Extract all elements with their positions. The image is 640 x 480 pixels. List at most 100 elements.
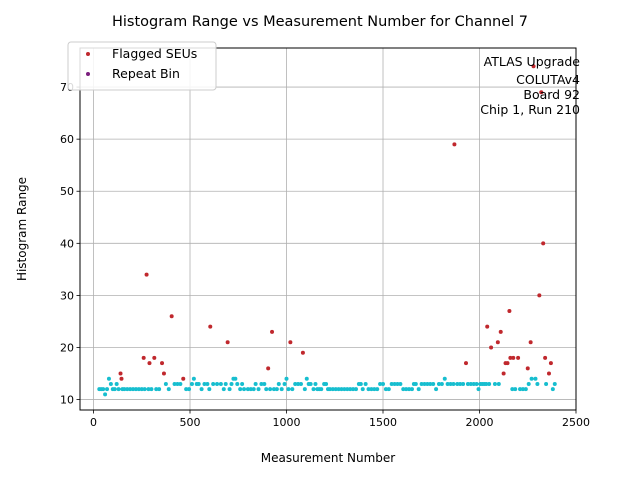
data-point — [484, 381, 489, 386]
data-point — [434, 387, 439, 392]
data-point — [199, 387, 204, 392]
data-point — [428, 381, 433, 386]
data-point — [319, 387, 324, 392]
data-point — [404, 387, 409, 392]
data-point — [465, 381, 470, 386]
data-point — [181, 376, 186, 381]
data-point — [202, 381, 207, 386]
legend-label-flagged-seus: Flagged SEUs — [112, 46, 197, 61]
data-point — [375, 387, 380, 392]
data-point — [245, 387, 250, 392]
data-point — [507, 309, 512, 314]
data-point — [495, 340, 500, 345]
data-point — [492, 381, 497, 386]
data-point — [518, 387, 523, 392]
annotation-line: ATLAS Upgrade — [484, 54, 581, 69]
annotation-line: Chip 1, Run 210 — [480, 102, 580, 117]
series-flagged-seus — [118, 64, 553, 381]
data-point — [369, 387, 374, 392]
data-point — [339, 387, 344, 392]
data-point — [353, 387, 358, 392]
data-point — [144, 272, 149, 277]
data-point — [152, 355, 157, 360]
data-point — [528, 340, 533, 345]
data-point — [172, 381, 177, 386]
legend: Flagged SEUs Repeat Bin — [67, 41, 217, 91]
data-point — [141, 355, 146, 360]
data-point — [147, 361, 152, 366]
data-point — [523, 387, 528, 392]
data-point — [298, 381, 303, 386]
data-point — [407, 387, 412, 392]
data-point — [119, 376, 124, 381]
data-point — [539, 90, 544, 95]
data-point — [363, 381, 368, 386]
x-tick-label: 2500 — [562, 416, 590, 429]
annotation-line: Board 92 — [523, 87, 580, 102]
data-points — [97, 64, 557, 397]
data-point — [409, 387, 414, 392]
data-point — [442, 376, 447, 381]
data-point — [383, 387, 388, 392]
data-point — [274, 387, 279, 392]
data-point — [431, 381, 436, 386]
data-point — [133, 387, 138, 392]
data-point — [516, 355, 521, 360]
data-point — [128, 387, 133, 392]
data-point — [290, 387, 295, 392]
data-point — [461, 381, 466, 386]
data-point — [436, 381, 441, 386]
data-point — [395, 381, 400, 386]
data-point — [264, 387, 269, 392]
data-point — [360, 387, 365, 392]
data-point — [118, 371, 123, 376]
data-point — [351, 387, 356, 392]
data-point — [498, 329, 503, 334]
data-point — [223, 381, 228, 386]
data-point — [487, 381, 492, 386]
data-point — [476, 387, 481, 392]
data-point — [207, 387, 212, 392]
data-point — [139, 387, 144, 392]
data-point — [458, 381, 463, 386]
data-point — [541, 241, 546, 246]
data-point — [463, 361, 468, 366]
data-point — [215, 381, 220, 386]
data-point — [293, 381, 298, 386]
data-point — [535, 381, 540, 386]
plot-frame — [79, 47, 577, 411]
data-point — [122, 387, 127, 392]
x-tick-label: 1000 — [273, 416, 301, 429]
data-point — [537, 293, 542, 298]
data-point — [233, 376, 238, 381]
data-point — [221, 387, 226, 392]
data-point — [533, 376, 538, 381]
data-point — [327, 387, 332, 392]
legend-box — [67, 41, 217, 91]
data-point — [401, 387, 406, 392]
data-point — [235, 381, 240, 386]
chart-title: Histogram Range vs Measurement Number fo… — [112, 14, 528, 30]
data-point — [544, 381, 549, 386]
data-point — [116, 387, 121, 392]
data-point — [184, 387, 189, 392]
data-point — [304, 376, 309, 381]
data-point — [136, 387, 141, 392]
data-point — [419, 381, 424, 386]
data-point — [218, 381, 223, 386]
data-point — [189, 381, 194, 386]
data-point — [282, 381, 287, 386]
data-point — [392, 381, 397, 386]
data-point — [366, 387, 371, 392]
y-tick-label: 60 — [60, 133, 74, 146]
data-point — [256, 387, 261, 392]
data-point — [550, 387, 555, 392]
legend-marker-repeat-bin — [86, 72, 90, 76]
x-tick-label: 2000 — [466, 416, 494, 429]
data-point — [296, 381, 301, 386]
data-point — [531, 64, 536, 69]
annotation-block: ATLAS Upgrade COLUTAv4 Board 92 Chip 1, … — [480, 54, 580, 117]
y-tick-label: 50 — [60, 185, 74, 198]
